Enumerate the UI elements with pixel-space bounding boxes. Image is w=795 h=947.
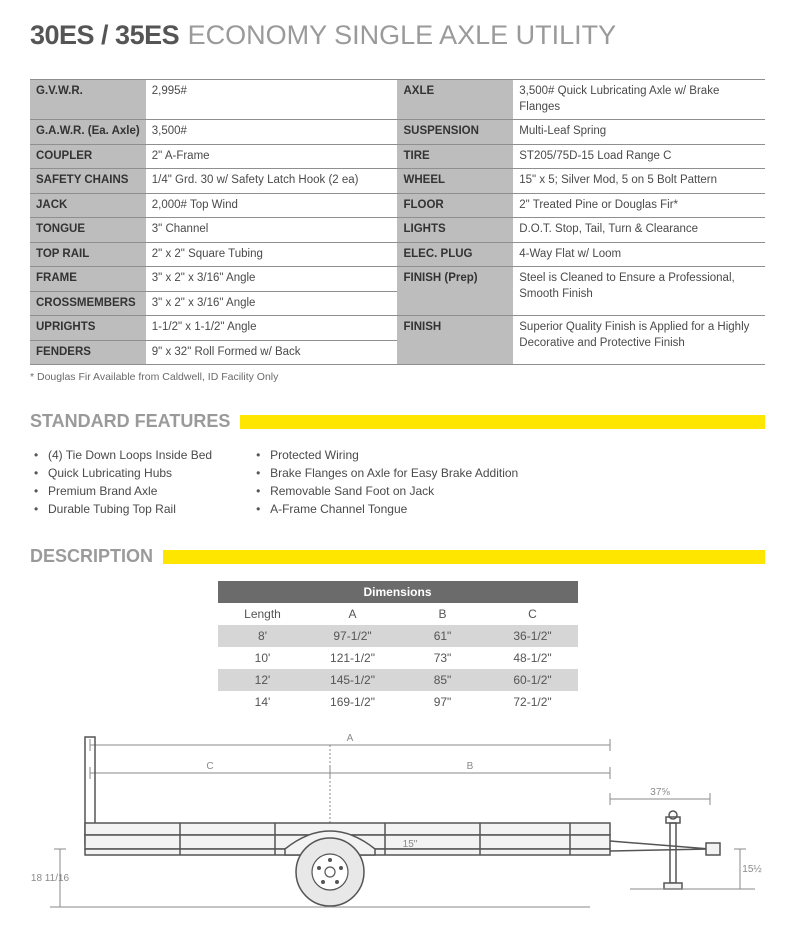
dim-cell: 121-1/2" — [308, 647, 398, 669]
feature-item: A-Frame Channel Tongue — [252, 500, 518, 518]
dim-cell: 85" — [398, 669, 488, 691]
spec-label: SUSPENSION — [397, 120, 513, 145]
dim-cell: 12' — [218, 669, 308, 691]
spec-label: WHEEL — [397, 169, 513, 194]
dim-cell: 60-1/2" — [488, 669, 578, 691]
spec-value: 3,500# Quick Lubricating Axle w/ Brake F… — [513, 80, 765, 120]
dim-cell: 169-1/2" — [308, 691, 398, 713]
section-stripe — [163, 550, 765, 564]
spec-value: 2" x 2" Square Tubing — [146, 242, 398, 267]
spec-value: Steel is Cleaned to Ensure a Professiona… — [513, 267, 765, 316]
spec-label: JACK — [30, 193, 146, 218]
spec-value: D.O.T. Stop, Tail, Turn & Clearance — [513, 218, 765, 243]
model-code: 30ES / 35ES — [30, 20, 179, 50]
spec-label: FLOOR — [397, 193, 513, 218]
dim-c-label: C — [206, 761, 213, 772]
model-description: ECONOMY SINGLE AXLE UTILITY — [188, 20, 617, 50]
dim-cell: 97" — [398, 691, 488, 713]
section-label: DESCRIPTION — [30, 546, 163, 567]
feature-item: Durable Tubing Top Rail — [30, 500, 212, 518]
spec-value: ST205/75D-15 Load Range C — [513, 144, 765, 169]
section-header-features: STANDARD FEATURES — [30, 411, 765, 432]
spec-value: 3" x 2" x 3/16" Angle — [146, 267, 398, 292]
dim-a-label: A — [347, 733, 354, 744]
section-stripe — [240, 415, 765, 429]
spec-value: 15" x 5; Silver Mod, 5 on 5 Bolt Pattern — [513, 169, 765, 194]
spec-value: 2,000# Top Wind — [146, 193, 398, 218]
trailer-diagram: A C B 37⅝ 15" 18 1 — [30, 727, 765, 927]
spec-label: FINISH — [397, 316, 513, 365]
dim-cell: 48-1/2" — [488, 647, 578, 669]
dim-col-header: A — [308, 603, 398, 625]
spec-value: 1/4" Grd. 30 w/ Safety Latch Hook (2 ea) — [146, 169, 398, 194]
spec-label: AXLE — [397, 80, 513, 120]
dim-col-header: Length — [218, 603, 308, 625]
dim-col-header: B — [398, 603, 488, 625]
spec-value: 9" x 32" Roll Formed w/ Back — [146, 340, 398, 365]
feature-item: Brake Flanges on Axle for Easy Brake Add… — [252, 464, 518, 482]
spec-label: TIRE — [397, 144, 513, 169]
spec-label: G.V.W.R. — [30, 80, 146, 120]
spec-label: TOP RAIL — [30, 242, 146, 267]
dim-tongue-label: 37⅝ — [650, 787, 670, 798]
spec-value: 2,995# — [146, 80, 398, 120]
spec-value: 3" Channel — [146, 218, 398, 243]
feature-item: Removable Sand Foot on Jack — [252, 482, 518, 500]
spec-label: FRAME — [30, 267, 146, 292]
section-header-description: DESCRIPTION — [30, 546, 765, 567]
spec-label: CROSSMEMBERS — [30, 291, 146, 316]
section-label: STANDARD FEATURES — [30, 411, 240, 432]
spec-label: ELEC. PLUG — [397, 242, 513, 267]
dim-col-header: C — [488, 603, 578, 625]
spec-value: 3" x 2" x 3/16" Angle — [146, 291, 398, 316]
dim-cell: 145-1/2" — [308, 669, 398, 691]
feature-item: Protected Wiring — [252, 446, 518, 464]
dim-cell: 8' — [218, 625, 308, 647]
spec-label: FENDERS — [30, 340, 146, 365]
spec-label: UPRIGHTS — [30, 316, 146, 341]
feature-item: (4) Tie Down Loops Inside Bed — [30, 446, 212, 464]
dim-cell: 72-1/2" — [488, 691, 578, 713]
page-title: 30ES / 35ES ECONOMY SINGLE AXLE UTILITY — [30, 20, 765, 51]
dim-cell: 10' — [218, 647, 308, 669]
features-list: (4) Tie Down Loops Inside BedQuick Lubri… — [30, 446, 765, 518]
spec-label: COUPLER — [30, 144, 146, 169]
spec-label: G.A.W.R. (Ea. Axle) — [30, 120, 146, 145]
dim-cell: 61" — [398, 625, 488, 647]
feature-item: Quick Lubricating Hubs — [30, 464, 212, 482]
wheel-size-label: 15" — [403, 839, 418, 850]
spec-value: 1-1/2" x 1-1/2" Angle — [146, 316, 398, 341]
specifications-table: G.V.W.R.2,995#AXLE3,500# Quick Lubricati… — [30, 79, 765, 365]
spec-value: Superior Quality Finish is Applied for a… — [513, 316, 765, 365]
spec-label: LIGHTS — [397, 218, 513, 243]
spec-label: SAFETY CHAINS — [30, 169, 146, 194]
dim-b-label: B — [467, 761, 474, 772]
spec-label: TONGUE — [30, 218, 146, 243]
spec-label: FINISH (Prep) — [397, 267, 513, 316]
spec-value: 3,500# — [146, 120, 398, 145]
dim-cell: 36-1/2" — [488, 625, 578, 647]
dim-cell: 73" — [398, 647, 488, 669]
spec-value: Multi-Leaf Spring — [513, 120, 765, 145]
spec-value: 2" Treated Pine or Douglas Fir* — [513, 193, 765, 218]
spec-footnote: * Douglas Fir Available from Caldwell, I… — [30, 371, 765, 383]
dimensions-table: Dimensions LengthABC 8'97-1/2"61"36-1/2" 1… — [218, 581, 578, 713]
spec-value: 2" A-Frame — [146, 144, 398, 169]
feature-item: Premium Brand Axle — [30, 482, 212, 500]
dim-right-height: 15½ — [742, 864, 762, 875]
spec-value: 4-Way Flat w/ Loom — [513, 242, 765, 267]
dimensions-header: Dimensions — [218, 581, 578, 603]
dim-cell: 14' — [218, 691, 308, 713]
dim-left-height: 18 11/16 — [31, 873, 70, 884]
dim-cell: 97-1/2" — [308, 625, 398, 647]
